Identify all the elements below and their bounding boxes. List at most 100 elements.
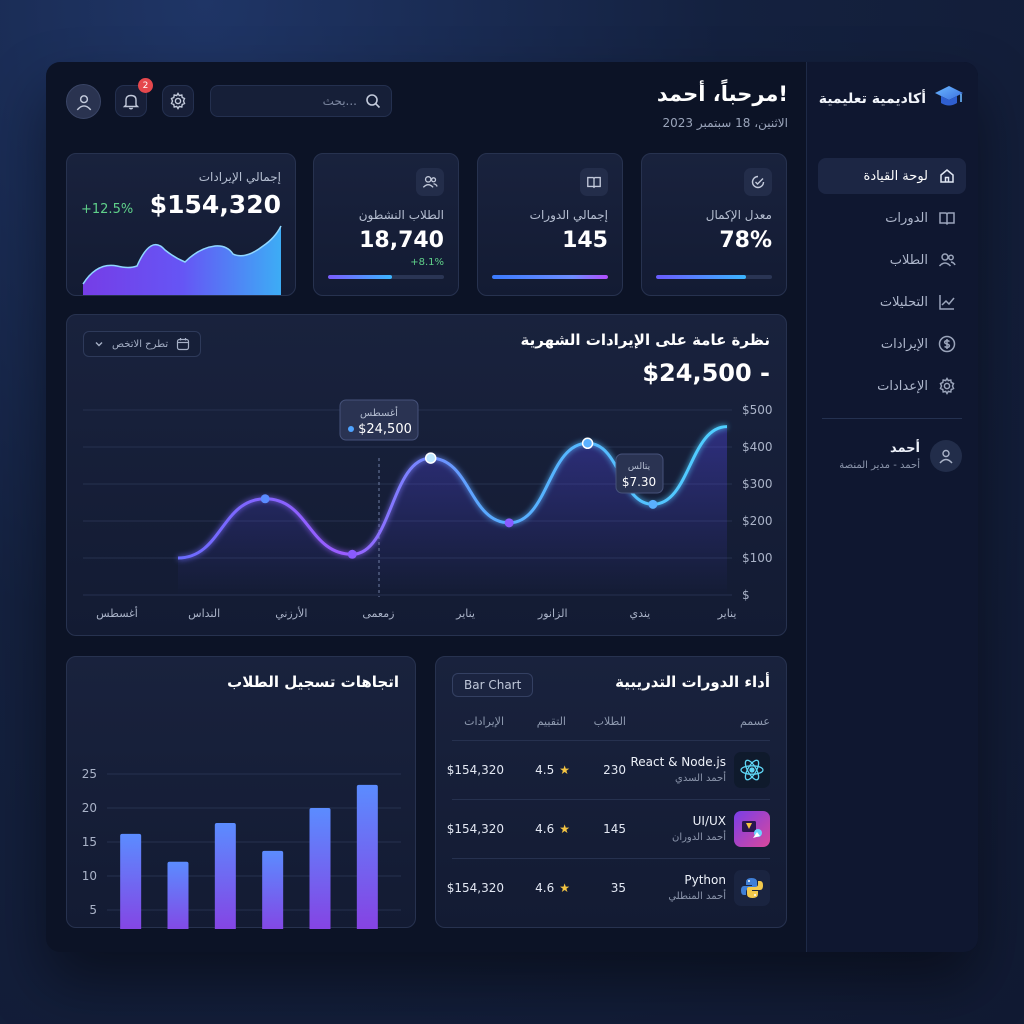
greeting: مرحباً، أحمد! الاثنين، 18 سبتمبر 2023 (657, 82, 788, 130)
stat-label: الطلاب النشطون (358, 208, 444, 222)
sidebar-item-dashboard[interactable]: لوحة القيادة (818, 158, 966, 194)
revenue-sparkline (82, 225, 282, 295)
line-point[interactable] (581, 437, 594, 450)
search-icon (366, 94, 381, 109)
line-point[interactable] (347, 549, 357, 559)
stat-value: 78% (719, 228, 772, 253)
course-rating: 4.5 ★ (535, 763, 570, 777)
settings-button[interactable] (162, 85, 194, 117)
user-profile[interactable]: أحمد أحمد - مدير المنصة (839, 440, 962, 472)
course-name: React & Node.js (630, 755, 726, 769)
home-icon (940, 169, 954, 183)
uiux-logo-icon (734, 811, 770, 847)
y-tick-label: 20 (82, 801, 97, 815)
y-tick-label: 15 (82, 835, 97, 849)
enrollment-trends-panel: اتجاهات تسجيل الطلاب 0510152025 AprMayJu… (66, 656, 416, 929)
bar[interactable] (356, 784, 378, 929)
chevron-down-icon (95, 342, 103, 347)
graduation-cap-icon (934, 84, 964, 114)
sidebar-item-label: لوحة القيادة (863, 168, 928, 184)
revenue-line (177, 425, 728, 560)
total-courses-card[interactable]: إجمالي الدورات 145 (477, 153, 623, 296)
notifications-button[interactable]: 2 (115, 78, 153, 117)
filter-label: تطرح الاتخص (112, 338, 169, 350)
tooltip-label: أغسطس (360, 406, 398, 419)
bar-chart-toggle-button[interactable]: Bar Chart (452, 673, 534, 697)
brand[interactable]: أكاديمية تعليمية (819, 84, 964, 114)
panel-title: نظرة عامة على الإيرادات الشهرية (520, 331, 770, 349)
book-icon (580, 168, 608, 196)
table-row[interactable]: UI/UX أحمد الدوران 145 4.6 ★ $154,320 (447, 799, 770, 858)
search-input[interactable]: بحث... (210, 85, 392, 117)
sidebar-item-settings[interactable]: الإعدادات (818, 368, 966, 404)
y-tick-label: $400 (742, 440, 773, 454)
bar[interactable] (309, 808, 331, 929)
courses-progress-bar (492, 275, 608, 279)
course-students: 145 (603, 822, 626, 836)
brand-name: أكاديمية تعليمية (818, 91, 926, 107)
course-students: 230 (603, 763, 626, 777)
y-tick-label: 5 (89, 903, 97, 917)
dollar-icon (938, 335, 956, 353)
y-tick-label: 25 (82, 767, 97, 781)
avatar (930, 440, 962, 472)
bar[interactable] (167, 861, 189, 929)
revenue-line-chart: $ $100 $200 $300 $400 $500 يناير يندي الزانور ين… (83, 399, 773, 620)
total-revenue-card[interactable]: إجمالي الإيرادات $154,320 +12.5% (66, 153, 296, 296)
page-title: مرحباً، أحمد! (656, 82, 788, 106)
column-header-rating[interactable]: التقييم (536, 715, 566, 728)
revenue-highlight-value: $24,500 - (642, 359, 770, 387)
user-icon (76, 94, 91, 110)
date-filter-dropdown[interactable]: تطرح الاتخص (83, 331, 202, 357)
line-point[interactable] (260, 494, 270, 504)
stat-value: 145 (562, 228, 608, 253)
sidebar-item-courses[interactable]: الدورات (818, 200, 966, 236)
y-tick-label: $200 (742, 514, 773, 528)
enrollment-bar-chart: 0510152025 AprMayJunJulJulAug (82, 767, 401, 929)
x-tick-label: الأرزني (275, 606, 307, 620)
sidebar-item-students[interactable]: الطلاب (818, 242, 966, 278)
profile-name: أحمد (889, 441, 920, 456)
table-row[interactable]: Python أحمد المنطلي 35 4.6 ★ $154,320 (447, 858, 770, 917)
y-tick-label: $300 (742, 477, 773, 491)
tooltip-value: $24,500 (358, 422, 412, 437)
course-name: Python (684, 873, 726, 887)
tooltip-label: يتالس (628, 462, 651, 472)
course-name: UI/UX (692, 814, 726, 828)
course-rating: 4.6 ★ (535, 881, 570, 895)
bar[interactable] (214, 822, 236, 929)
table-row[interactable]: React & Node.js أحمد السدي 230 4.5 ★ $154… (447, 740, 770, 799)
chart-line-icon (939, 295, 955, 310)
star-icon: ★ (559, 881, 570, 895)
monthly-revenue-panel: نظرة عامة على الإيرادات الشهرية $24,500 … (66, 314, 787, 636)
x-tick-label: زمعمى (362, 607, 394, 620)
gear-icon (939, 377, 955, 395)
rating-value: 4.6 (535, 881, 555, 895)
column-header-course[interactable]: عسمم (739, 715, 770, 728)
line-point[interactable] (648, 499, 658, 509)
column-header-revenue[interactable]: الإيرادات (464, 715, 504, 728)
bell-icon (122, 94, 140, 110)
stat-value: 18,740 (359, 228, 444, 253)
column-header-students[interactable]: الطلاب (593, 715, 626, 728)
course-instructor: أحمد المنطلي (668, 891, 726, 902)
sidebar-item-revenue[interactable]: الإيرادات (818, 326, 966, 362)
users-icon (416, 168, 444, 196)
x-tick-label: يندي (629, 607, 650, 620)
course-performance-panel: أداء الدورات التدريبية Bar Chart عسمم ال… (435, 656, 787, 928)
tooltip-value: $7.30 (622, 475, 656, 489)
users-icon (938, 253, 956, 267)
completion-rate-card[interactable]: معدل الإكمال 78% (641, 153, 787, 296)
line-point[interactable] (504, 518, 514, 528)
user-avatar-button[interactable] (66, 84, 101, 119)
bar[interactable] (120, 833, 142, 929)
panel-title: أداء الدورات التدريبية (615, 673, 770, 691)
star-icon: ★ (559, 763, 570, 777)
active-students-card[interactable]: الطلاب النشطون 18,740 +8.1% (313, 153, 459, 296)
line-point[interactable] (424, 452, 437, 464)
sidebar-item-analytics[interactable]: التحليلات (818, 284, 966, 320)
python-logo-icon (734, 870, 770, 906)
gear-icon (170, 92, 186, 110)
bar[interactable] (262, 850, 284, 929)
y-tick-label: $500 (742, 403, 773, 417)
